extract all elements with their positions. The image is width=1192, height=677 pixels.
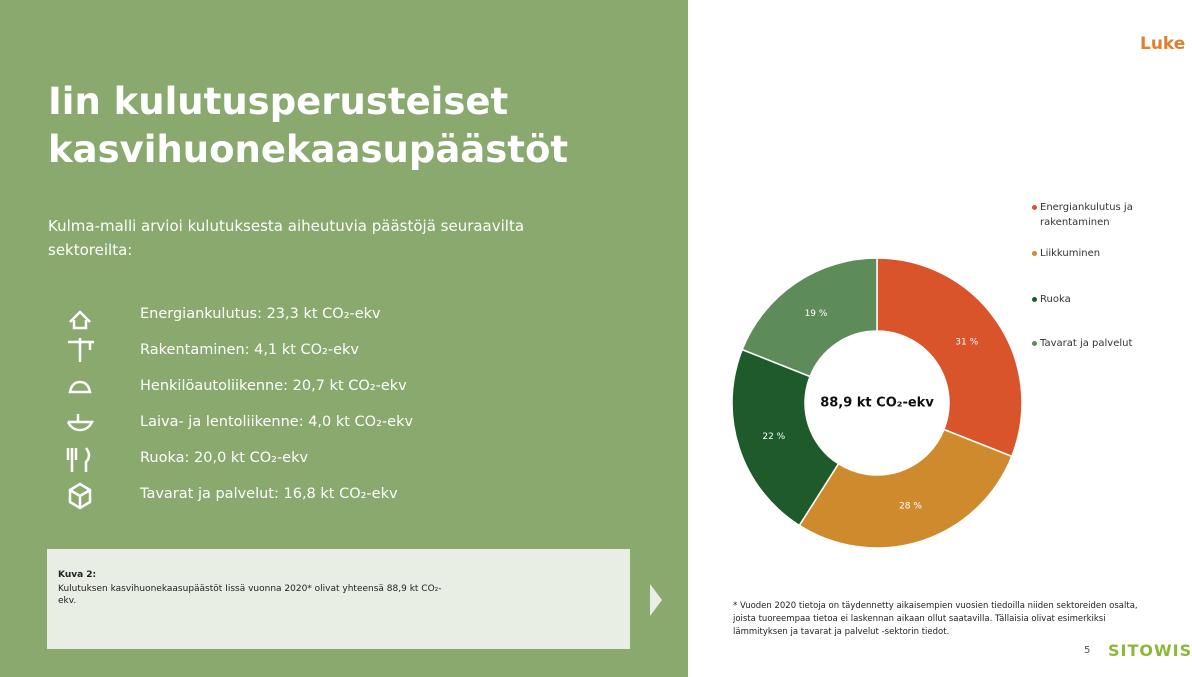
next-arrow[interactable] bbox=[648, 582, 664, 618]
legend-swatch bbox=[1032, 297, 1037, 302]
legend-entry: Energiankulutus ja rakentaminen bbox=[1032, 200, 1170, 230]
legend-label: Liikkuminen bbox=[1040, 248, 1101, 259]
item-icons bbox=[66, 310, 95, 510]
item: Ruoka: 20,0 kt CO₂-ekv bbox=[140, 450, 309, 466]
box-icon bbox=[68, 482, 92, 510]
house-icon bbox=[69, 310, 91, 330]
cutlery-icon bbox=[66, 447, 91, 472]
legend-entry: Liikkuminen bbox=[1032, 246, 1170, 261]
slice-label: 28 % bbox=[899, 502, 922, 512]
item: Henkilöautoliikenne: 20,7 kt CO₂-ekv bbox=[140, 378, 407, 394]
donut-chart: 31 % 28 % 22 % 19 % 88,9 kt CO₂-ekv bbox=[731, 257, 1023, 549]
legend-label: Tavarat ja palvelut bbox=[1040, 338, 1133, 349]
legend-swatch bbox=[1032, 251, 1037, 256]
donut-slice bbox=[798, 428, 1013, 549]
slice-label: 31 % bbox=[955, 338, 978, 348]
caption-heading: Kuva 2: bbox=[58, 570, 97, 580]
center-label: 88,9 kt CO₂-ekv bbox=[820, 396, 934, 411]
item: Rakentaminen: 4,1 kt CO₂-ekv bbox=[140, 342, 359, 358]
slice-label: 19 % bbox=[805, 309, 828, 319]
donut-slice bbox=[741, 257, 878, 378]
logo: Luke bbox=[1140, 34, 1186, 54]
legend-entry: Tavarat ja palvelut bbox=[1032, 336, 1170, 351]
crane-icon bbox=[68, 338, 94, 362]
subtitle: Kulma-malli arvioi kulutuksesta aiheutuv… bbox=[48, 217, 525, 259]
legend-label: Ruoka bbox=[1040, 294, 1071, 305]
title-line: kasvihuonekaasupäästöt bbox=[48, 128, 569, 171]
page-number: 5 bbox=[1084, 645, 1091, 656]
legend-swatch bbox=[1032, 341, 1037, 346]
legend-entry: Ruoka bbox=[1032, 292, 1170, 307]
car-icon bbox=[68, 380, 92, 394]
caption-text: Kulutuksen kasvihuonekaasupäästöt Iissä … bbox=[58, 584, 442, 606]
boat-icon bbox=[66, 414, 95, 432]
donut-slice bbox=[731, 348, 840, 527]
item: Energiankulutus: 23,3 kt CO₂-ekv bbox=[140, 306, 381, 322]
title-line: Iin kulutusperusteiset bbox=[48, 80, 509, 123]
legend-label: Energiankulutus ja rakentaminen bbox=[1040, 202, 1133, 228]
item: Tavarat ja palvelut: 16,8 kt CO₂-ekv bbox=[140, 486, 398, 502]
item: Laiva- ja lentoliikenne: 4,0 kt CO₂-ekv bbox=[140, 414, 414, 430]
donut-slice bbox=[876, 257, 1023, 458]
legend-swatch bbox=[1032, 205, 1037, 210]
caption-box bbox=[47, 549, 630, 649]
footnote: * Vuoden 2020 tietoja on täydennetty aik… bbox=[733, 601, 1138, 637]
slice-label: 22 % bbox=[762, 432, 785, 442]
